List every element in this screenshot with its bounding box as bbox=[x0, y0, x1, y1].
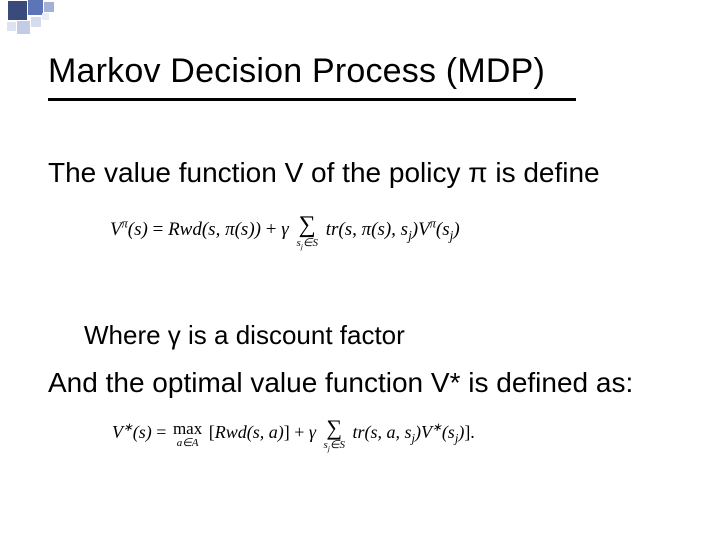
slide: Markov Decision Process (MDP) The value … bbox=[0, 0, 720, 540]
formula-mid: [Rwd(s, a)] + γ bbox=[209, 422, 316, 442]
formula-rhs: tr(s, π(s), sj)Vπ(sj) bbox=[326, 219, 460, 240]
formula-lhs: Vπ(s) = Rwd(s, π(s)) + γ bbox=[110, 219, 289, 240]
slide-title: Markov Decision Process (MDP) bbox=[48, 52, 545, 91]
optimal-value-function-formula: V∗(s) = max a∈A [Rwd(s, a)] + γ ∑ sj∈S t… bbox=[112, 417, 475, 451]
sigma-sum-1: ∑ sj∈S bbox=[296, 213, 318, 249]
title-underline bbox=[48, 98, 576, 101]
formula-rhs: tr(s, a, sj)V∗(sj)]. bbox=[353, 422, 475, 442]
deco-square bbox=[8, 1, 27, 20]
value-function-formula: Vπ(s) = Rwd(s, π(s)) + γ ∑ sj∈S tr(s, π(… bbox=[110, 213, 460, 249]
body-text-1: The value function V of the policy π is … bbox=[48, 155, 668, 190]
deco-square bbox=[7, 22, 16, 31]
body-text-2: And the optimal value function V* is def… bbox=[48, 365, 688, 400]
max-operator: max a∈A bbox=[173, 420, 202, 449]
deco-square bbox=[17, 21, 30, 34]
deco-square bbox=[42, 13, 49, 20]
discount-factor-text: Where γ is a discount factor bbox=[84, 320, 405, 351]
deco-square bbox=[44, 2, 54, 12]
sigma-sum-2: ∑ sj∈S bbox=[323, 417, 345, 451]
deco-square bbox=[28, 0, 43, 15]
formula-lhs: V∗(s) = bbox=[112, 422, 166, 442]
deco-square bbox=[31, 17, 41, 27]
